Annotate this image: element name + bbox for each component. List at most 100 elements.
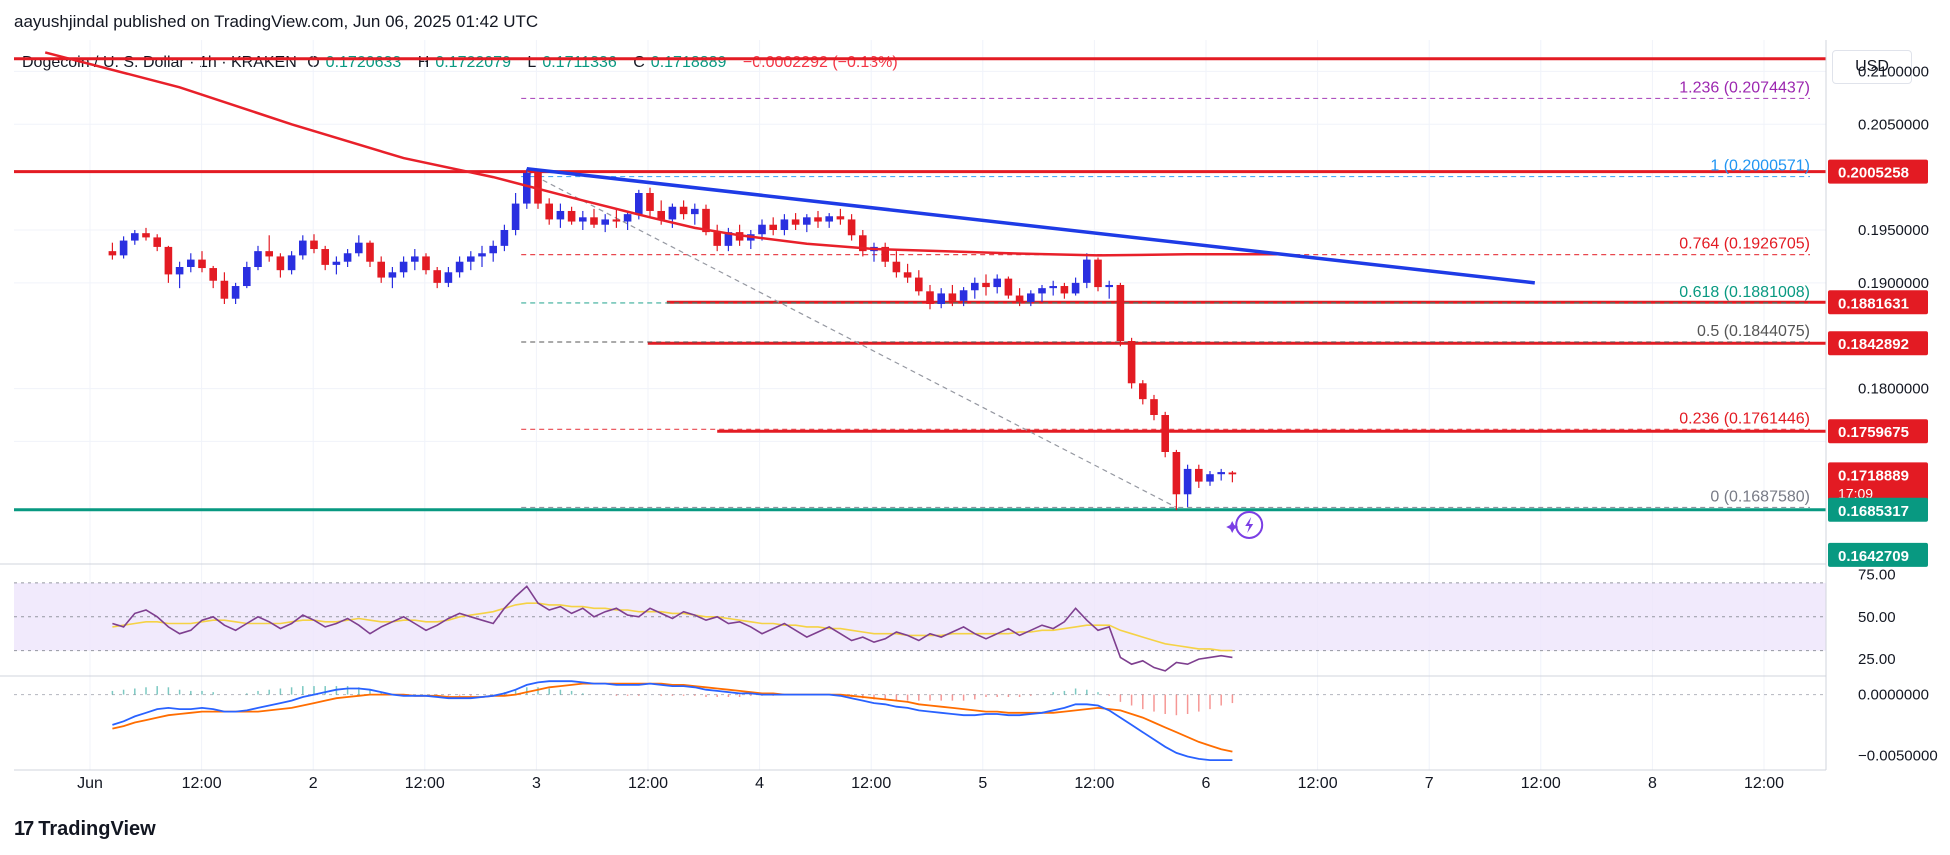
candle-body [287,255,296,271]
time-tick-label: 3 [532,775,541,792]
candle-body [814,217,822,222]
candle-body [1094,259,1102,288]
candle-body [847,219,856,236]
price-label-box [1828,331,1928,356]
rsi-line [112,585,1233,672]
candle-body [780,219,789,230]
candle-body [556,210,565,220]
lightning-icon [1226,510,1264,539]
low-label: L [527,54,537,71]
candle-body [724,232,733,246]
lightning-bolt [1245,516,1254,533]
time-tick-label: 7 [1425,775,1434,792]
candle-body [1105,284,1113,288]
price-label-text: 0.1881631 [1838,295,1909,312]
candle-body [791,219,800,225]
candle-body [478,253,486,257]
candle-body [422,256,430,271]
candle-body [903,272,912,278]
candle-body [859,235,867,252]
candle-body [1049,286,1057,289]
candle-body [411,256,419,262]
moving-average-line [44,51,1278,257]
candle-body [1139,383,1147,400]
candle-body [937,293,945,304]
candle-body [377,261,385,278]
horizontal-lines [14,57,1826,512]
candle-body [691,208,699,215]
price-tick-label: 0.2050000 [1858,116,1929,133]
candle-body [142,233,150,238]
rsi-signal-line [112,602,1233,652]
candle-body [612,219,621,222]
candle-body [343,253,352,262]
currency-button[interactable]: USD [1832,50,1912,84]
candle-body [959,290,968,301]
candle-body [310,240,318,250]
candle-body [265,251,273,257]
footer-brand[interactable]: 17 TradingView [14,818,156,841]
candle-body [825,216,833,222]
time-tick-label: 4 [755,775,764,792]
candle-body [220,280,229,299]
candle-body [579,217,587,222]
candle-body [1217,472,1225,475]
fib-level-label: 1.236 (0.2074437) [1679,79,1810,96]
price-chart[interactable]: 1.236 (0.2074437) 1 (0.2000571) 0.764 (0.1… [0,0,1950,800]
time-tick-label: 6 [1202,775,1211,792]
candle-body [713,232,721,246]
candle-body [915,277,923,292]
candle-body [131,233,139,241]
candle-body [366,242,374,262]
candle-body [803,217,811,225]
candle-body [836,216,845,220]
candle-body [187,259,195,267]
candle-body [321,249,329,265]
candle-body [444,272,453,283]
candle-body [1116,284,1125,341]
candle-body [1195,468,1203,482]
candle-body [467,256,475,262]
time-tick-label: 5 [978,775,987,792]
candle-body [623,214,632,222]
candle-body [153,237,161,247]
price-label-text: 0.1759675 [1838,424,1909,441]
fib-level-label: 0.618 (0.1881008) [1679,284,1810,301]
macd-pane [14,680,1826,761]
candle-body [254,251,262,267]
candles [108,168,1237,511]
candle-body [1015,295,1024,302]
price-tick-label: 0.1800000 [1858,381,1929,398]
rsi-pane [14,582,1826,672]
candle-body [164,246,173,275]
candle-body [590,217,598,225]
time-tick-label: 2 [309,775,318,792]
fib-level-label: 0.236 (0.1761446) [1679,410,1810,427]
price-label-box [1828,419,1928,444]
candle-body [635,193,643,215]
price-labels: 0.2005258 0.1881631 0.1842892 0.1759675 0.17… [1828,159,1928,567]
price-tick-label: 0.2100000 [1858,63,1929,80]
price-label-countdown: 17:09 [1838,485,1873,501]
candle-body [657,210,665,220]
rsi-tick-label: 50.00 [1858,609,1896,626]
candle-body [601,219,609,225]
close-label: C [633,54,645,71]
price-tick-label: 0.1900000 [1858,275,1929,292]
candle-body [948,293,957,301]
candle-body [758,224,766,235]
price-label-box [1828,542,1928,567]
candle-body [702,208,710,233]
candle-body [1172,452,1181,495]
candle-body [881,246,889,262]
price-label-box [1828,159,1928,184]
time-tick-label: 12:00 [1744,775,1784,792]
candle-body [243,267,251,287]
candle-body [511,203,520,230]
candle-body [1083,259,1091,283]
candle-body [769,224,777,230]
candle-body [1228,472,1237,475]
publisher-header: aayushjindal published on TradingView.co… [14,12,539,31]
macd-tick-label: −0.0050000 [1858,747,1938,764]
fib-level-label: 0.5 (0.1844075) [1697,323,1810,340]
